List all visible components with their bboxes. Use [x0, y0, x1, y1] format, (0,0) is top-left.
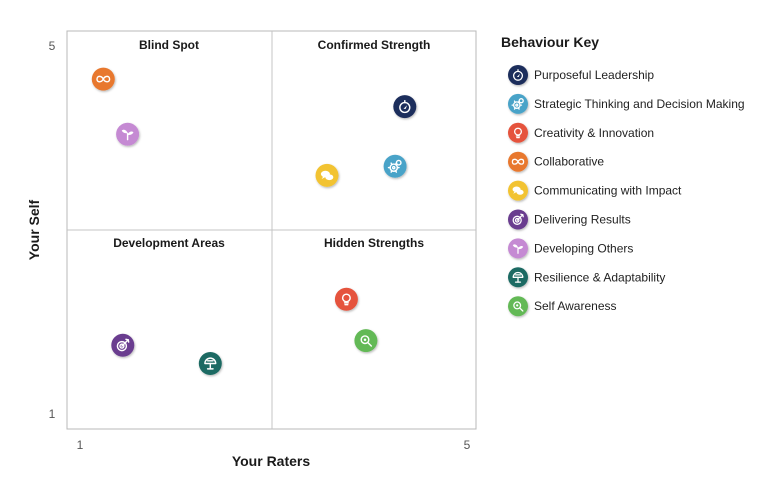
legend-label: Collaborative: [534, 155, 604, 169]
legend-item-resilience-and-adaptability: Resilience & Adaptability: [508, 267, 665, 288]
gears-icon: [387, 159, 402, 173]
legend-marker: [508, 93, 528, 114]
y-axis-label: Your Self: [26, 199, 42, 260]
x-tick-min: 1: [77, 438, 84, 452]
compass-icon: [512, 69, 524, 81]
point-delivering-results[interactable]: Delivering Results: [111, 333, 135, 357]
legend-marker: [508, 238, 528, 259]
legend-item-strategic-thinking-and-decision-making: Strategic Thinking and Decision Making: [508, 93, 745, 114]
quadrant-title-blind-spot: Blind Spot: [139, 38, 199, 52]
gears-icon: [511, 98, 524, 110]
sprout-icon: [121, 129, 134, 141]
infinity-icon: [511, 158, 525, 165]
tree-icon: [512, 271, 524, 283]
magnifier-icon: [513, 301, 524, 312]
legend-item-delivering-results: Delivering Results: [508, 209, 631, 230]
magnifier-icon: [360, 335, 373, 347]
speech-bubbles-icon: [512, 186, 524, 195]
lightbulb-icon: [341, 293, 351, 306]
legend-marker: [508, 151, 528, 172]
y-tick-min: 1: [49, 407, 56, 421]
legend-label: Resilience & Adaptability: [534, 270, 665, 284]
legend-item-purposeful-leadership: Purposeful Leadership: [508, 65, 654, 85]
legend-marker: [508, 65, 528, 85]
legend-marker: [508, 122, 528, 143]
target-icon: [116, 338, 130, 352]
point-self-awareness[interactable]: Self Awareness: [354, 329, 378, 353]
legend-label: Purposeful Leadership: [534, 68, 654, 82]
legend-item-developing-others: Developing Others: [508, 238, 633, 259]
legend-title: Behaviour Key: [501, 34, 599, 50]
tree-icon: [204, 357, 217, 370]
data-points: Purposeful Leadership Strategic Thinking …: [91, 67, 417, 375]
legend-label: Delivering Results: [534, 213, 631, 227]
legend-marker: [508, 267, 528, 288]
lightbulb-icon: [514, 127, 522, 139]
point-resilience-and-adaptability[interactable]: Resilience & Adaptability: [198, 352, 222, 375]
quadrant-title-development-areas: Development Areas: [113, 236, 225, 250]
legend-label: Developing Others: [534, 241, 633, 255]
compass-icon: [399, 100, 411, 114]
speech-bubbles-icon: [320, 170, 334, 181]
legend-label: Creativity & Innovation: [534, 126, 654, 140]
legend-label: Strategic Thinking and Decision Making: [534, 97, 745, 111]
x-axis-label: Your Raters: [232, 453, 311, 469]
legend-marker: [508, 180, 528, 201]
point-collaborative[interactable]: Collaborative: [91, 67, 115, 91]
x-tick-max: 5: [464, 438, 471, 452]
infinity-icon: [96, 75, 111, 83]
legend-label: Communicating with Impact: [534, 184, 682, 198]
quadrant-title-hidden-strengths: Hidden Strengths: [324, 236, 424, 250]
sprout-icon: [512, 244, 524, 254]
legend-marker: [508, 209, 528, 230]
legend-item-creativity-and-innovation: Creativity & Innovation: [508, 122, 654, 143]
point-communicating-with-impact[interactable]: Communicating with Impact: [315, 163, 339, 187]
point-purposeful-leadership[interactable]: Purposeful Leadership: [393, 95, 417, 119]
y-tick-max: 5: [49, 39, 56, 53]
point-strategic-thinking-and-decision-making[interactable]: Strategic Thinking and Decision Making: [383, 154, 407, 178]
point-creativity-and-innovation[interactable]: Creativity & Innovation: [334, 287, 358, 311]
quadrant-title-confirmed-strength: Confirmed Strength: [318, 38, 431, 52]
legend-label: Self Awareness: [534, 299, 617, 313]
target-icon: [512, 213, 524, 225]
legend-item-collaborative: Collaborative: [508, 151, 604, 172]
point-developing-others[interactable]: Developing Others: [116, 122, 140, 146]
legend: Purposeful Leadership Strategic Thinking …: [508, 65, 745, 317]
legend-item-self-awareness: Self Awareness: [508, 296, 617, 317]
legend-marker: [508, 296, 528, 317]
legend-item-communicating-with-impact: Communicating with Impact: [508, 180, 682, 201]
